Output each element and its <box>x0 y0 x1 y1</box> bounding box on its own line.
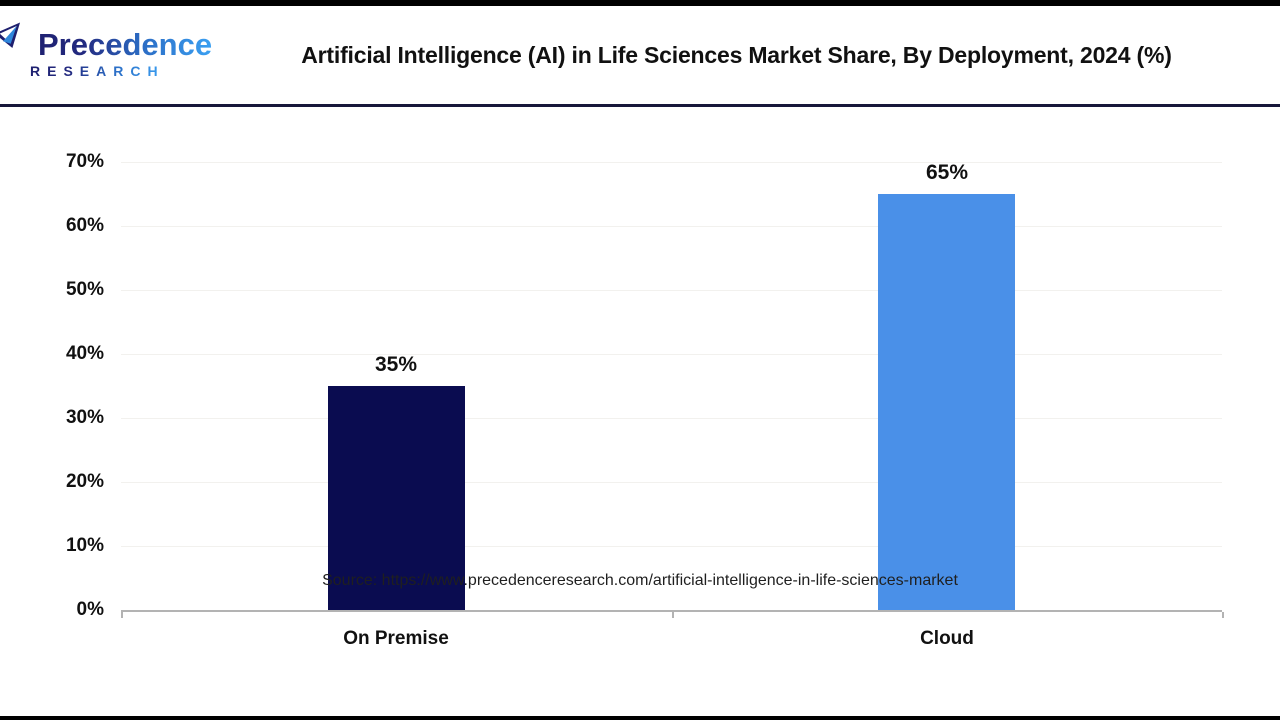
gridline-30 <box>121 418 1222 419</box>
bar-chart: 0% 10% 20% 30% 40% 50% 60% 70% 35% On Premise 65% C… <box>0 107 1280 716</box>
y-tick-label-10: 10% <box>65 535 104 556</box>
gridline-20 <box>121 482 1222 483</box>
category-label-on-premise: On Premise <box>343 628 449 649</box>
y-tick-label-60: 60% <box>65 215 104 236</box>
source-attribution: Source: https://www.precedenceresearch.c… <box>322 572 958 589</box>
gridline-50 <box>121 290 1222 291</box>
precedence-logo: Precedence RESEARCH <box>0 22 235 81</box>
gridline-70 <box>121 162 1222 163</box>
sail-leaf-icon <box>0 22 21 49</box>
gridline-60 <box>121 226 1222 227</box>
header-divider <box>0 104 1280 107</box>
x-axis-tick <box>672 612 674 618</box>
gridline-40 <box>121 354 1222 355</box>
category-label-cloud: Cloud <box>920 628 974 649</box>
x-axis-line <box>121 610 1222 612</box>
header: Precedence RESEARCH Artificial Intellige… <box>0 6 1280 104</box>
bottom-border-bar <box>0 716 1280 720</box>
bar-value-label-cloud: 65% <box>925 161 969 184</box>
gridline-10 <box>121 546 1222 547</box>
y-tick-label-50: 50% <box>65 279 104 300</box>
y-tick-label-30: 30% <box>65 407 104 428</box>
top-border-bar <box>0 0 1280 6</box>
chart-title: Artificial Intelligence (AI) in Life Sci… <box>301 41 1172 68</box>
bar-cloud <box>878 194 1015 610</box>
bar-value-label-on-premise: 35% <box>374 353 418 376</box>
bar-on-premise <box>328 386 465 610</box>
y-tick-label-0: 0% <box>76 599 104 620</box>
x-axis-tick <box>121 612 123 618</box>
logo-subtitle: RESEARCH <box>30 63 165 79</box>
y-tick-label-70: 70% <box>65 151 104 172</box>
y-tick-label-40: 40% <box>65 343 104 364</box>
y-tick-label-20: 20% <box>65 471 104 492</box>
x-axis-tick <box>1222 612 1224 618</box>
logo-wordmark: Precedence <box>28 29 212 60</box>
